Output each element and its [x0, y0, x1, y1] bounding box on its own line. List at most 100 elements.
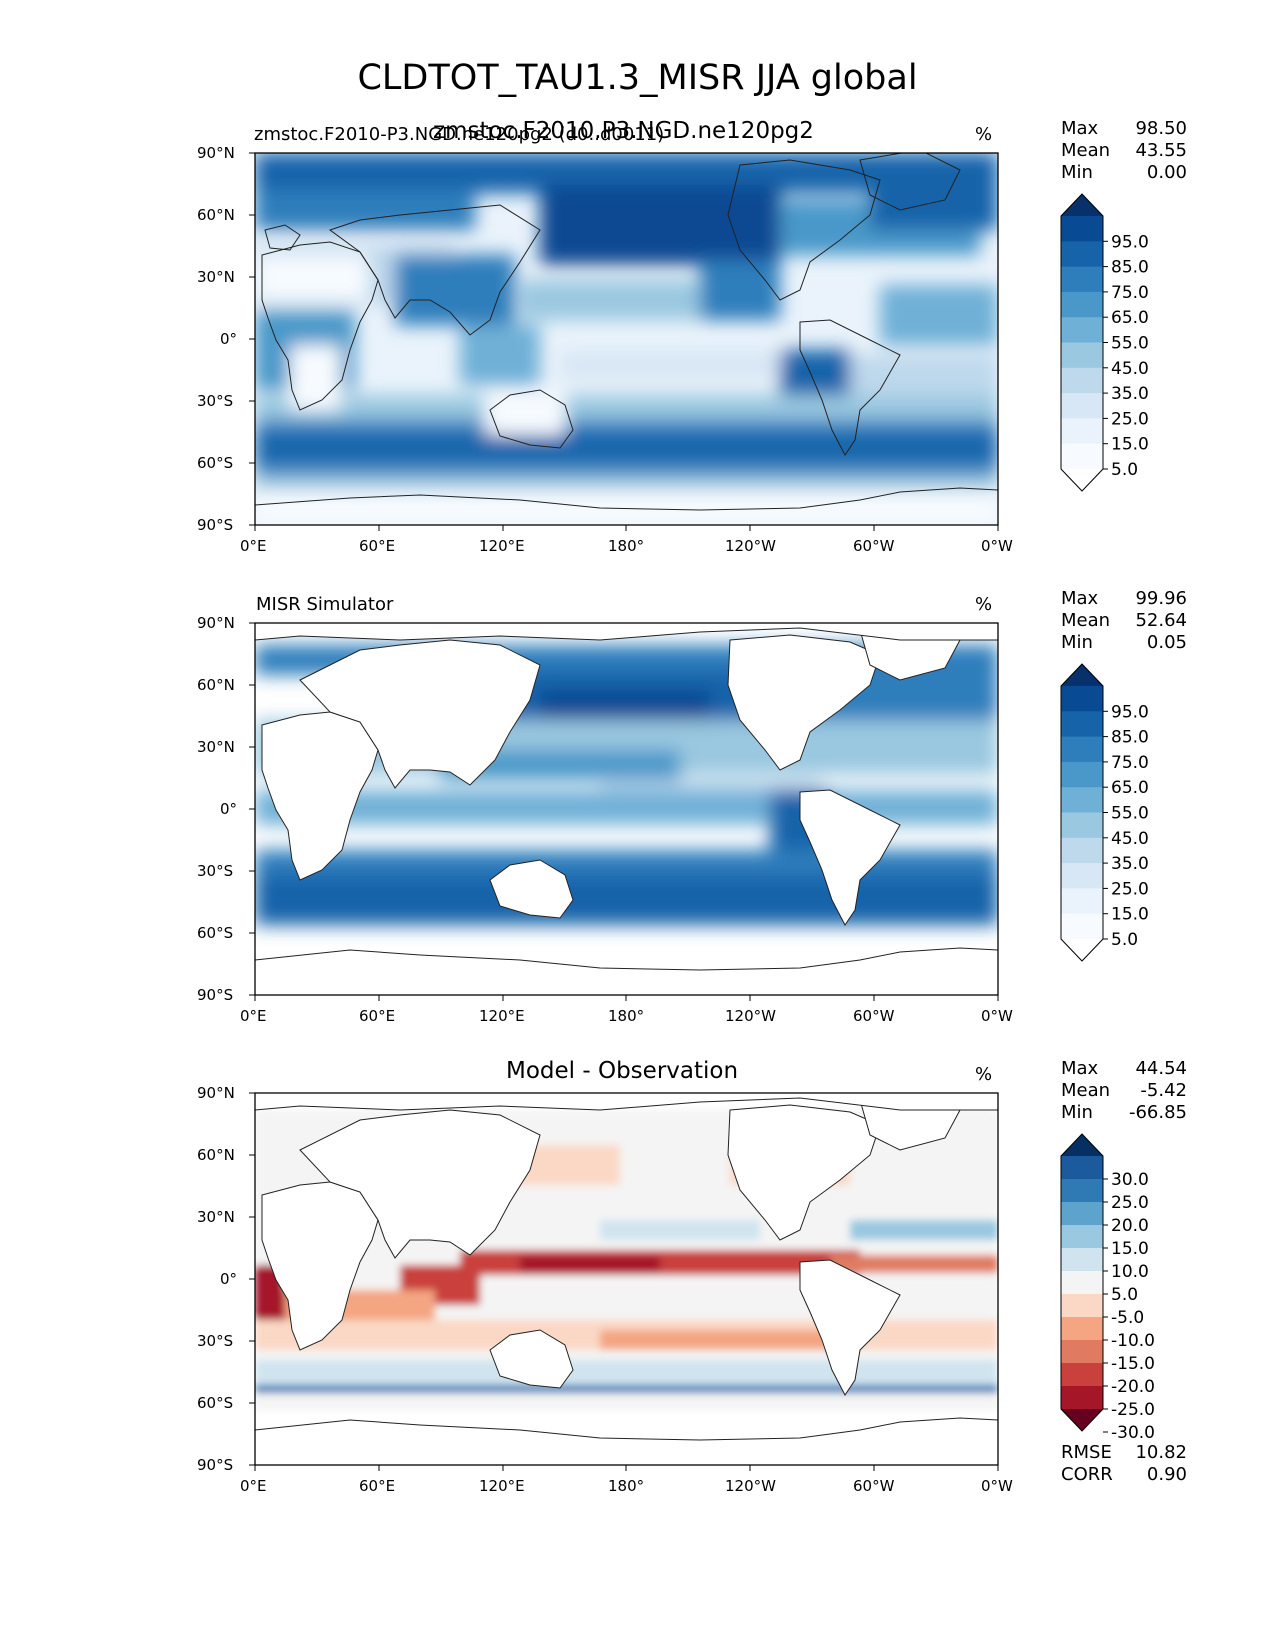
colorbar-segment	[1061, 266, 1103, 293]
rmse-value: 10.82	[1135, 1442, 1187, 1463]
lon-label: 60°E	[359, 537, 396, 555]
lon-label: 180°	[608, 537, 645, 555]
stat-value: 43.55	[1135, 140, 1187, 161]
colorbar-tick-label: 95.0	[1111, 232, 1149, 252]
stat-value: 98.50	[1135, 118, 1187, 139]
lat-label: 60°S	[197, 1394, 234, 1412]
colorbar-segment	[1061, 1202, 1103, 1226]
lon-label: 0°E	[240, 1477, 267, 1495]
lon-label: 60°W	[853, 537, 895, 555]
lat-label: 90°N	[197, 614, 235, 632]
corr-label: CORR	[1061, 1464, 1113, 1485]
lat-label: 30°S	[197, 1332, 234, 1350]
colorbar-tick-label: 35.0	[1111, 384, 1149, 404]
stat-value: 99.96	[1135, 588, 1187, 609]
colorbar-segment	[1061, 418, 1103, 445]
colorbar-segment	[1061, 863, 1103, 889]
colorbar-tick-label: 45.0	[1111, 359, 1149, 379]
colorbar-tick-label: 15.0	[1111, 905, 1149, 925]
colorbar-segment	[1061, 1156, 1103, 1180]
lat-label: 0°	[220, 800, 238, 818]
axis-ticks	[249, 152, 999, 1471]
colorbar-tick-label: 75.0	[1111, 283, 1149, 303]
colorbar-segment	[1061, 1294, 1103, 1318]
colorbar-segment	[1061, 1386, 1103, 1410]
panel-1-title: zmstoc.F2010.P3.NGD.ne120pg2	[433, 118, 814, 144]
lon-label: 180°	[608, 1007, 645, 1025]
colorbar-segment	[1061, 787, 1103, 813]
lon-label: 60°W	[853, 1477, 895, 1495]
lat-label: 60°N	[197, 206, 235, 224]
colorbar-tick-label: 35.0	[1111, 854, 1149, 874]
colorbar-tick-label: -20.0	[1111, 1377, 1155, 1397]
colorbar-tick-label: -30.0	[1111, 1423, 1155, 1443]
stat-label: Min	[1061, 1102, 1093, 1123]
colorbar-tick-label: 95.0	[1111, 702, 1149, 722]
stat-label: Mean	[1061, 140, 1111, 161]
panel-3-map	[255, 1093, 998, 1465]
colorbar-tick-label: 15.0	[1111, 435, 1149, 455]
panel-3-coastlines	[255, 1093, 998, 1465]
colorbar-segment	[1061, 241, 1103, 268]
colorbar-segment	[1061, 1317, 1103, 1341]
colorbar-tick-label: 25.0	[1111, 1193, 1149, 1213]
colorbar-tick-label: 85.0	[1111, 258, 1149, 278]
colorbar-tick-label: -15.0	[1111, 1354, 1155, 1374]
colorbar-panel-3: 30.0 25.0 20.0 15.0 10.0 5.0 -5.0 -10.0 -15.0 -20…	[1060, 1133, 1155, 1443]
stat-value: -5.42	[1140, 1080, 1187, 1101]
colorbar-tick-label: 55.0	[1111, 804, 1149, 824]
colorbar-tick-label: 75.0	[1111, 753, 1149, 773]
lat-label: 30°N	[197, 268, 235, 286]
lon-label: 0°E	[240, 1007, 267, 1025]
colorbar-tick-label: 45.0	[1111, 829, 1149, 849]
lon-label: 180°	[608, 1477, 645, 1495]
lat-label: 60°N	[197, 1146, 235, 1164]
rmse-label: RMSE	[1061, 1442, 1112, 1463]
stat-label: Min	[1061, 632, 1093, 653]
lon-label: 120°E	[479, 1477, 525, 1495]
lat-label: 90°S	[197, 516, 234, 534]
lon-label: 60°W	[853, 1007, 895, 1025]
panel-2-units: %	[975, 594, 993, 615]
colorbar-extend-min	[1061, 1409, 1103, 1431]
colorbar-segment	[1061, 812, 1103, 839]
stat-label: Mean	[1061, 610, 1111, 631]
colorbar-segment	[1061, 761, 1103, 788]
colorbar-tick-label: 5.0	[1111, 460, 1138, 480]
colorbar-extend-min	[1061, 939, 1103, 961]
lon-label: 0°E	[240, 537, 267, 555]
panel-2-map	[255, 623, 998, 995]
colorbar-panel-2: 95.0 85.0 75.0 65.0 55.0 45.0 35.0 25.0 15.0 5.0	[1060, 663, 1149, 962]
colorbar-segment	[1061, 736, 1103, 763]
colorbar-tick-label: -10.0	[1111, 1331, 1155, 1351]
colorbar-segment	[1061, 342, 1103, 369]
lat-label: 90°S	[197, 986, 234, 1004]
lat-label: 60°S	[197, 924, 234, 942]
lon-label: 120°W	[725, 537, 776, 555]
lat-label: 0°	[220, 1270, 238, 1288]
colorbar-extend-max	[1061, 1134, 1103, 1156]
lat-label: 30°S	[197, 862, 234, 880]
colorbar-segment	[1061, 1179, 1103, 1203]
colorbar-tick-label: 15.0	[1111, 1239, 1149, 1259]
panel-1-coastlines	[255, 153, 998, 511]
figure-title: CLDTOT_TAU1.3_MISR JJA global	[357, 58, 918, 98]
panel-3-units: %	[975, 1064, 993, 1085]
stat-value: -66.85	[1128, 1102, 1187, 1123]
colorbar-tick-label: 5.0	[1111, 1285, 1138, 1305]
stat-label: Max	[1061, 1058, 1099, 1079]
colorbar-extend-min	[1061, 469, 1103, 491]
colorbar-panel-1: 95.0 85.0 75.0 65.0 55.0 45.0 35.0 25.0 15.0 5.0	[1060, 193, 1149, 492]
colorbars: 95.085.075.065.055.045.035.025.015.05.09…	[1060, 193, 1155, 1443]
colorbar-segment	[1061, 837, 1103, 864]
colorbar-tick-label: 10.0	[1111, 1262, 1149, 1282]
stat-label: Mean	[1061, 1080, 1111, 1101]
colorbar-tick-label: 20.0	[1111, 1216, 1149, 1236]
lat-label: 60°N	[197, 676, 235, 694]
colorbar-tick-label: 85.0	[1111, 728, 1149, 748]
colorbar-tick-label: 30.0	[1111, 1170, 1149, 1190]
colorbar-tick-label: -5.0	[1111, 1308, 1144, 1328]
stat-value: 0.00	[1146, 162, 1187, 183]
panel-3-title: Model - Observation	[506, 1058, 739, 1084]
